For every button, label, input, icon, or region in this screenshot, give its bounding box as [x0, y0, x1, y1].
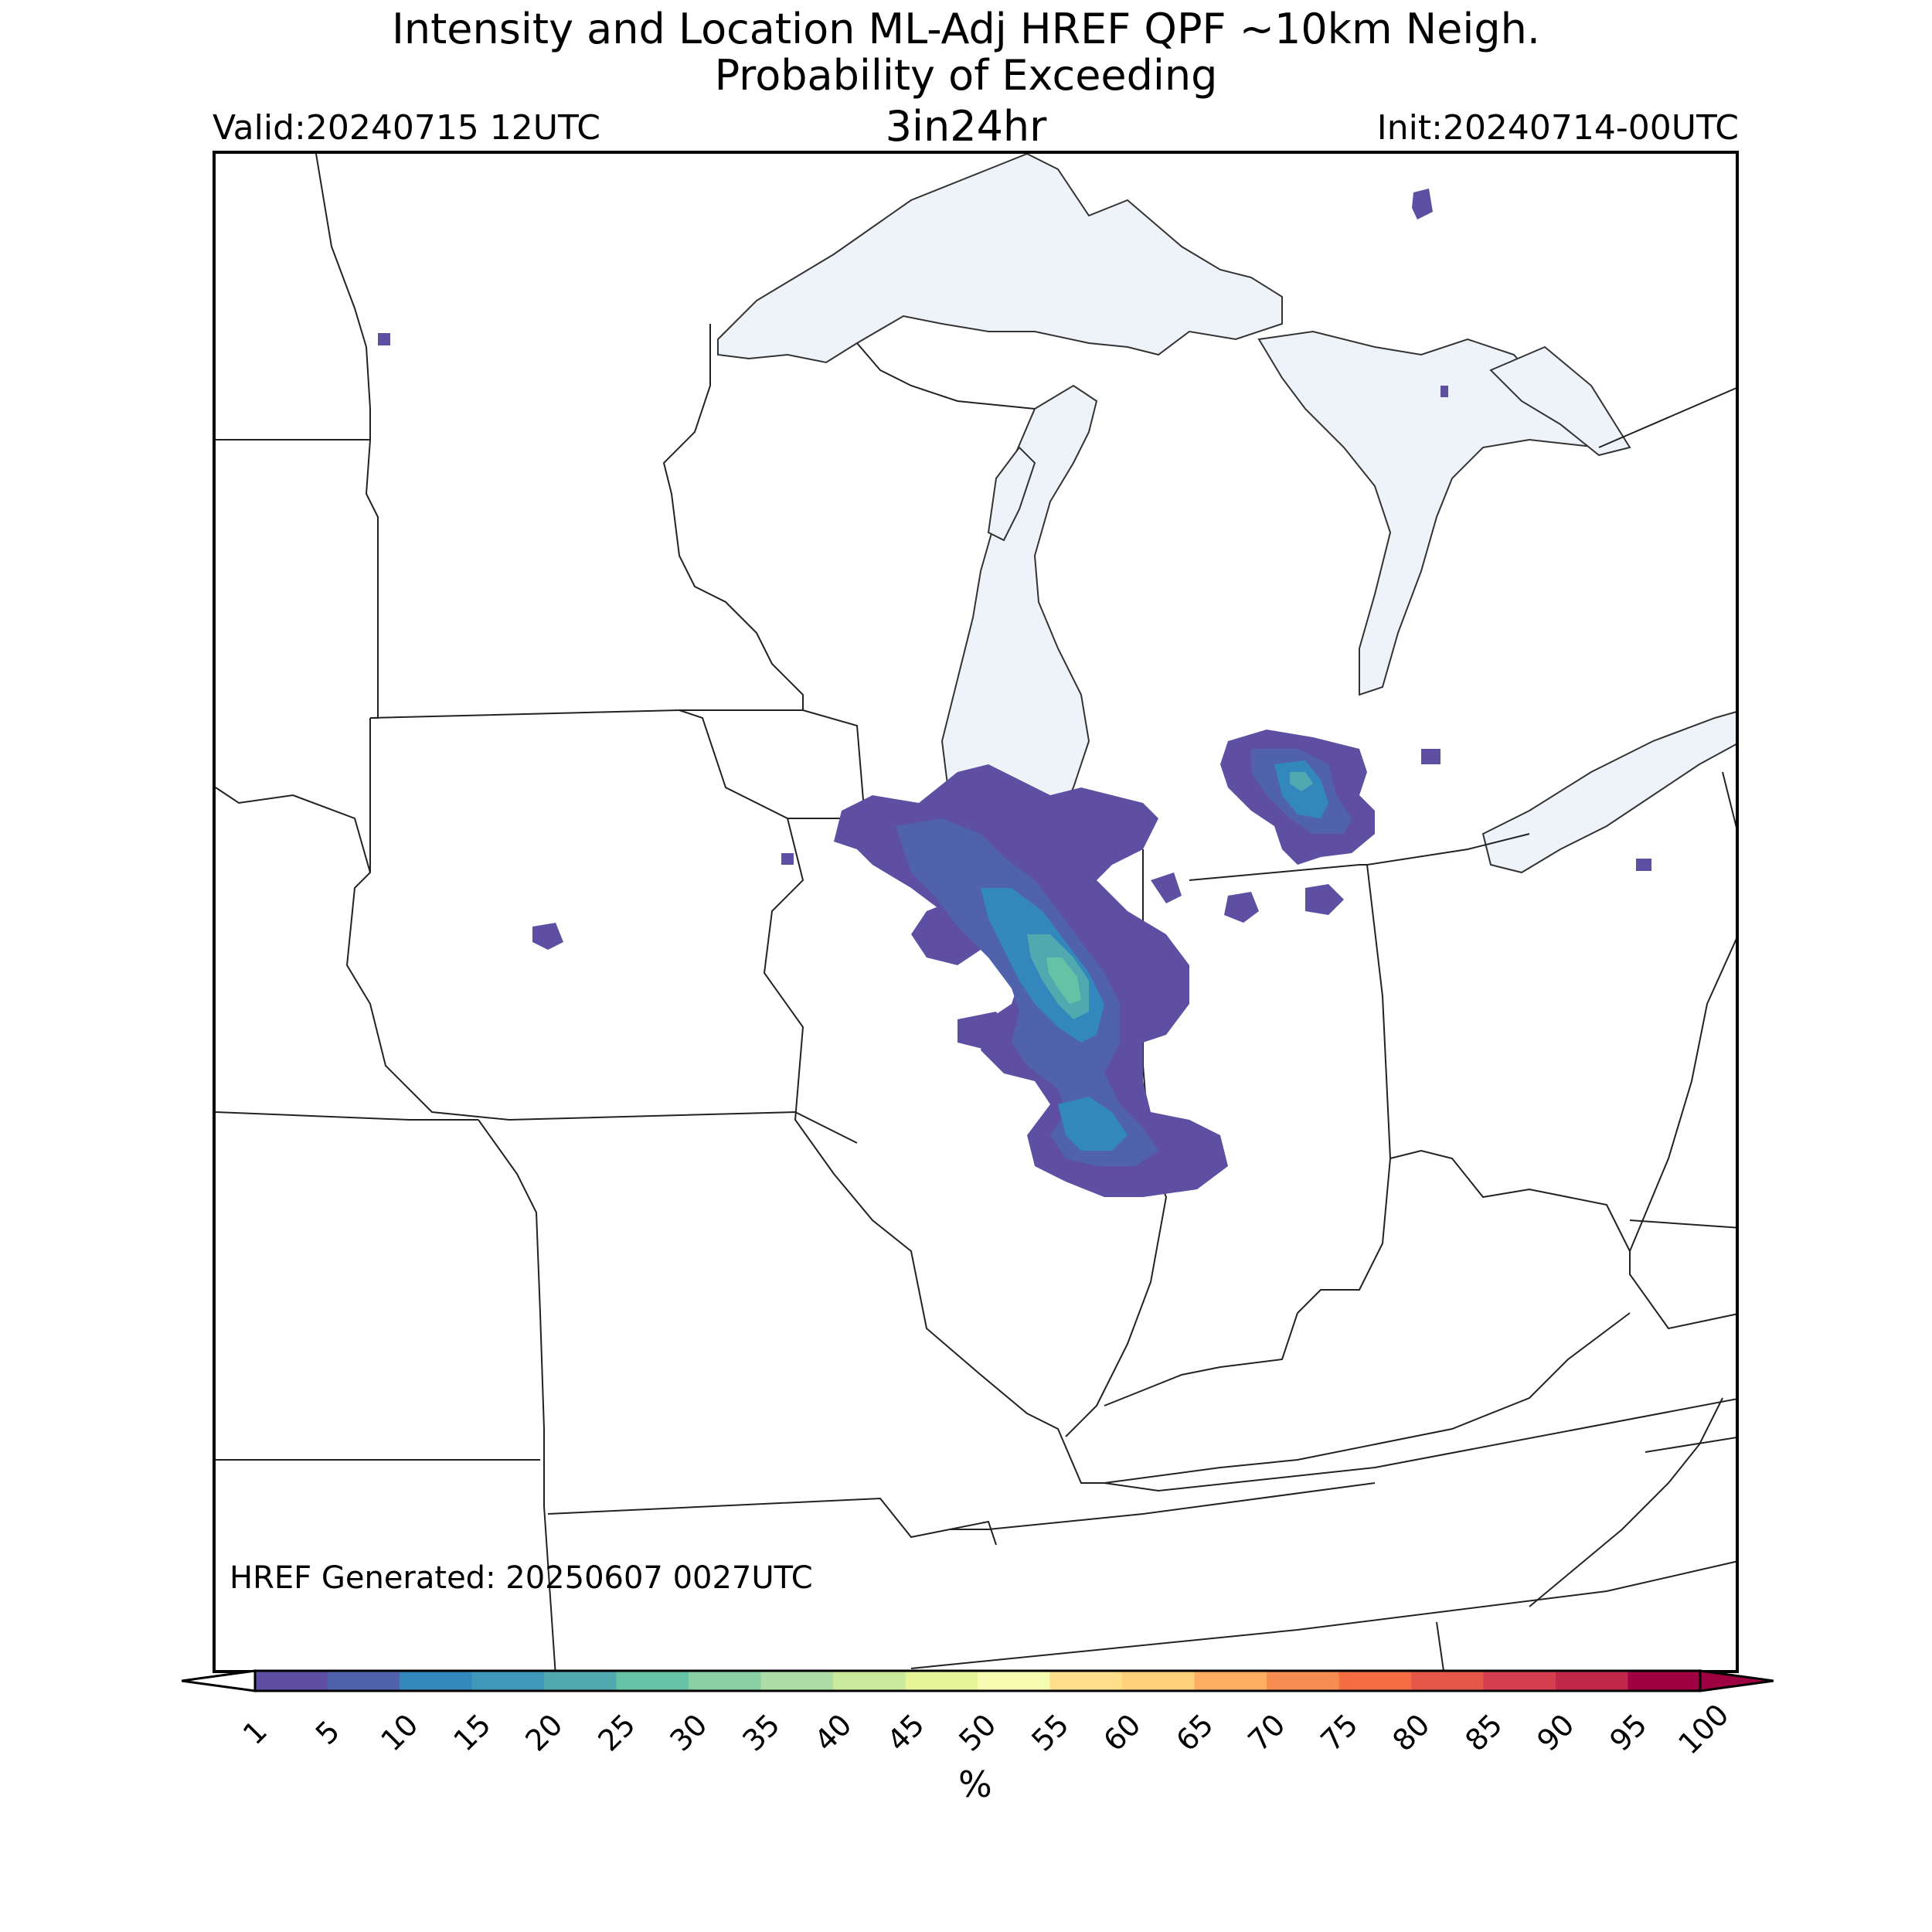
colorbar-tick-label: 10: [374, 1707, 425, 1758]
prob-region-isolated4: [1412, 189, 1433, 219]
colorbar-tick-label: 35: [735, 1707, 787, 1758]
colorbar: [181, 1669, 1774, 1696]
colorbar-tick-label: 90: [1530, 1707, 1581, 1758]
colorbar-tick-label: 5: [308, 1713, 346, 1752]
map-title-line1: Intensity and Location ML-Adj HREF QPF ~…: [391, 5, 1541, 53]
colorbar-cell: [1049, 1671, 1123, 1691]
prob-region-south: [957, 1012, 1012, 1050]
map-svg: [216, 154, 1736, 1670]
colorbar-tick-label: 95: [1602, 1707, 1654, 1758]
colorbar-tick-label: 55: [1024, 1707, 1076, 1758]
colorbar-cell: [978, 1671, 1050, 1691]
colorbar-cell: [400, 1671, 472, 1691]
colorbar-cell: [760, 1671, 834, 1691]
colorbar-tick-label: 85: [1458, 1707, 1509, 1758]
prob-region-10pct-s: [1058, 1097, 1128, 1151]
colorbar-cell: [905, 1671, 978, 1691]
colorbar-under-arrow: [181, 1669, 257, 1692]
colorbar-tick-label: 100: [1672, 1697, 1736, 1761]
colorbar-tick-label: 50: [952, 1707, 1003, 1758]
prob-region-in2: [1224, 892, 1259, 923]
prob-region-20pct-mi: [1290, 772, 1313, 791]
colorbar-tick-label: 40: [808, 1707, 859, 1758]
colorbar-tick-label: 75: [1313, 1707, 1365, 1758]
colorbar-tick-label: 1: [236, 1713, 274, 1752]
colorbar-over-arrow: [1699, 1669, 1774, 1692]
colorbar-tick-label: 15: [446, 1707, 498, 1758]
colorbar-cell: [1628, 1671, 1701, 1691]
prob-region-in1: [1151, 872, 1182, 903]
colorbar-cell: [471, 1671, 545, 1691]
prob-region-isolated3: [1636, 859, 1651, 871]
colorbar-cells: [255, 1671, 1701, 1691]
colorbar-cell: [327, 1671, 400, 1691]
valid-time-label: Valid:20240715 12UTC: [213, 108, 601, 148]
colorbar-cell: [833, 1671, 906, 1691]
prob-region-ia: [532, 923, 563, 950]
colorbar-outline: [253, 1669, 1702, 1692]
colorbar-cell: [1194, 1671, 1267, 1691]
prob-region-isolated1: [781, 853, 794, 865]
colorbar-cell: [1483, 1671, 1556, 1691]
colorbar-tick-label: 20: [519, 1707, 570, 1758]
init-time-label: Init:20240714-00UTC: [1376, 108, 1739, 148]
colorbar-cell: [616, 1671, 689, 1691]
state-borders: [216, 154, 1736, 1670]
colorbar-tick-label: 70: [1241, 1707, 1292, 1758]
colorbar-tick-label: 60: [1097, 1707, 1148, 1758]
colorbar-svg: [181, 1669, 1774, 1692]
generated-label: HREF Generated: 20250607 0027UTC: [230, 1560, 813, 1596]
colorbar-cell: [1122, 1671, 1195, 1691]
colorbar-tick-label: 65: [1168, 1707, 1220, 1758]
prob-region-isolated5: [1440, 386, 1448, 397]
map-panel: HREF Generated: 20250607 0027UTC: [213, 151, 1739, 1673]
prob-region-25pct: [1046, 957, 1081, 1004]
threshold-label: 3in24hr: [885, 102, 1047, 151]
colorbar-cell: [689, 1671, 761, 1691]
colorbar-cell: [1411, 1671, 1484, 1691]
great-lakes: [717, 154, 1736, 874]
colorbar-tick-label: 25: [590, 1707, 642, 1758]
colorbar-tick-label: 30: [663, 1707, 714, 1758]
georgian-bay: [1489, 345, 1631, 457]
map-title-line2: Probability of Exceeding: [714, 51, 1218, 100]
colorbar-tick-label: 80: [1386, 1707, 1437, 1758]
prob-region-in3: [1305, 884, 1344, 915]
lake-erie: [1481, 711, 1736, 874]
colorbar-cell: [255, 1671, 328, 1691]
colorbar-cell: [544, 1671, 617, 1691]
colorbar-cell: [1556, 1671, 1628, 1691]
colorbar-cell: [1267, 1671, 1339, 1691]
colorbar-units: %: [958, 1764, 992, 1805]
lake-superior: [717, 154, 1283, 364]
colorbar-cell: [1338, 1671, 1412, 1691]
prob-region-isolated2: [1421, 749, 1440, 764]
green-bay: [987, 446, 1036, 542]
colorbar-tick-label: 45: [879, 1707, 931, 1758]
prob-region-isolated6: [378, 333, 390, 345]
lake-huron: [1257, 330, 1601, 696]
probability-field: [378, 189, 1651, 1197]
